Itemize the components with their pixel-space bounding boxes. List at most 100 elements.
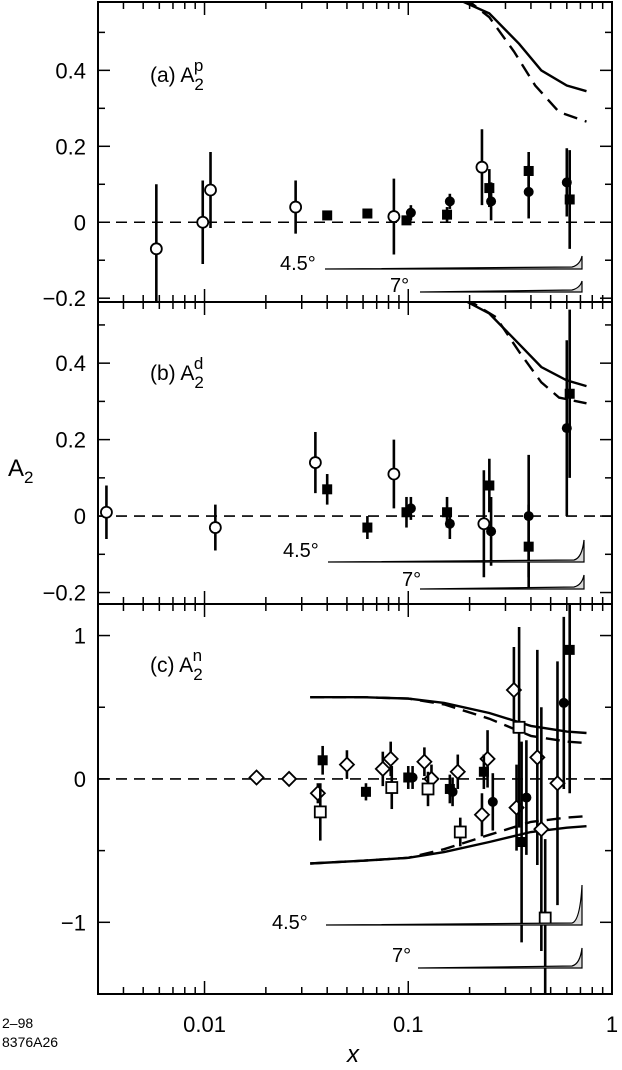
panel-frame xyxy=(97,1,613,303)
panel-b: −0.2 0 0.2 0.4 4.5° 7° (b) A2d xyxy=(43,301,613,606)
data-point-filled-square xyxy=(317,755,328,766)
x-tick-label: 0.1 xyxy=(393,1012,424,1037)
panel-frame xyxy=(97,301,613,605)
angle-label-7: 7° xyxy=(392,945,411,967)
panel-c: −1 0 1 4.5° 7° (c) A2n xyxy=(61,603,613,995)
data-point-filled-circle xyxy=(521,792,532,803)
data-point-open-circle xyxy=(204,183,217,197)
panel-letter: (a) xyxy=(150,64,180,87)
panel-superscript: n xyxy=(193,646,202,665)
panel-symbol: A xyxy=(179,654,193,677)
data-point-filled-circle xyxy=(561,423,572,434)
data-point-filled-circle xyxy=(558,697,569,708)
data-point-filled-circle xyxy=(561,177,572,188)
data-point-open-square xyxy=(453,825,467,839)
panel-letter: (b) xyxy=(150,362,180,385)
data-point-open-diamond xyxy=(473,806,491,824)
data-point-open-square xyxy=(421,782,435,796)
data-point-filled-square xyxy=(478,766,489,777)
panel-label: (a) A2p xyxy=(150,56,204,94)
data-point-filled-square xyxy=(484,183,495,194)
data-point-open-circle xyxy=(196,215,210,229)
data-point-filled-circle xyxy=(523,511,534,522)
model-curve-dashed xyxy=(310,815,587,865)
acceptance-band-7deg xyxy=(419,280,583,293)
footnote-id: 8376A26 xyxy=(2,1034,58,1050)
panel-subscript: 2 xyxy=(194,75,203,94)
y-tick-label: 0.4 xyxy=(55,58,86,83)
data-point-filled-circle xyxy=(487,796,498,807)
y-tick-label: 0.2 xyxy=(55,428,86,453)
y-tick-label: 0 xyxy=(74,767,86,792)
x-tick-label: 1 xyxy=(606,1012,618,1037)
data-point-open-diamond xyxy=(416,753,433,770)
data-point-filled-circle xyxy=(407,772,418,783)
data-point-filled-circle xyxy=(405,503,416,514)
data-point-open-diamond xyxy=(382,750,399,768)
data-point-filled-circle xyxy=(523,186,534,197)
data-point-filled-circle xyxy=(444,196,455,207)
panel-superscript: d xyxy=(194,354,203,373)
angle-label-7: 7° xyxy=(402,569,421,591)
data-point-filled-square xyxy=(442,209,453,220)
footnote-date: 2–98 xyxy=(2,1015,33,1031)
panel-plot-area xyxy=(98,2,612,302)
data-point-open-diamond xyxy=(549,774,566,792)
x-axis: 0.01 0.1 1 xyxy=(183,1012,618,1037)
data-point-filled-square xyxy=(564,644,575,655)
data-point-open-square xyxy=(512,720,526,734)
data-point-open-diamond xyxy=(449,763,467,781)
y-tick-label: 0.4 xyxy=(55,351,86,376)
panel-subscript: 2 xyxy=(194,373,203,392)
acceptance-band-4p5deg xyxy=(325,884,583,926)
model-curve-dashed xyxy=(310,696,587,745)
y-tick-label: −0.2 xyxy=(43,286,86,311)
data-point-filled-square xyxy=(442,507,453,518)
model-curve-solid xyxy=(460,2,587,93)
data-point-filled-circle xyxy=(486,196,497,207)
acceptance-band-4p5deg xyxy=(324,255,583,270)
panel-frame xyxy=(97,603,613,995)
data-point-open-circle xyxy=(308,456,322,469)
data-point-open-square xyxy=(313,805,327,819)
acceptance-band-4p5deg xyxy=(327,539,585,563)
panel-superscript: p xyxy=(194,56,203,75)
data-point-open-diamond xyxy=(533,820,550,838)
data-point-open-diamond xyxy=(374,760,392,778)
data-point-filled-circle xyxy=(405,207,416,218)
angle-label-7: 7° xyxy=(390,275,409,297)
data-point-filled-square xyxy=(401,215,412,226)
data-point-filled-square xyxy=(564,388,575,399)
y-axis-title-main: A xyxy=(8,455,24,482)
panel-plot-area xyxy=(98,302,612,589)
data-point-filled-circle xyxy=(447,786,458,797)
data-point-open-circle xyxy=(149,242,163,256)
acceptance-band-7deg xyxy=(419,574,585,590)
angle-label-4p5: 4.5° xyxy=(283,540,319,562)
data-point-open-circle xyxy=(477,517,491,531)
data-point-open-circle xyxy=(100,505,113,519)
data-point-open-square xyxy=(385,781,399,794)
panel-a: −0.2 0 0.2 0.4 4.5° 7° (a) A2p xyxy=(43,1,613,311)
data-point-open-circle xyxy=(208,521,222,534)
data-point-filled-square xyxy=(322,484,333,495)
x-axis-title: x xyxy=(346,1041,360,1068)
data-point-filled-square xyxy=(516,837,527,848)
data-point-filled-square xyxy=(322,210,333,221)
model-curve-dashed xyxy=(467,2,587,123)
acceptance-band-7deg xyxy=(417,947,583,969)
y-tick-label: −1 xyxy=(61,910,86,935)
y-tick-label: 0 xyxy=(74,210,86,235)
panel-plot-area xyxy=(98,604,612,994)
y-tick-label: −0.2 xyxy=(43,581,86,606)
data-point-filled-square xyxy=(362,522,373,533)
model-curve-solid xyxy=(310,696,587,735)
data-point-open-diamond xyxy=(248,769,265,786)
data-point-filled-square xyxy=(564,194,575,205)
panel-letter: (c) xyxy=(150,654,179,677)
data-point-filled-circle xyxy=(486,526,497,537)
data-point-open-circle xyxy=(387,210,401,223)
data-point-filled-square xyxy=(401,507,412,518)
data-point-filled-square xyxy=(360,786,371,797)
